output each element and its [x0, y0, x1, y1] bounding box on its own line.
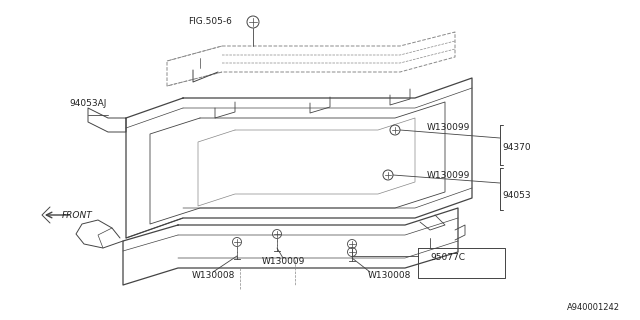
Text: 94370: 94370: [502, 143, 531, 153]
Text: W130008: W130008: [191, 270, 235, 279]
Text: FRONT: FRONT: [62, 211, 93, 220]
Text: 95077C: 95077C: [430, 253, 465, 262]
Text: W130009: W130009: [261, 258, 305, 267]
Text: W130099: W130099: [427, 171, 470, 180]
Text: W130099: W130099: [427, 124, 470, 132]
Text: A940001242: A940001242: [567, 303, 620, 313]
Text: FIG.505-6: FIG.505-6: [188, 18, 232, 27]
Text: 94053AJ: 94053AJ: [70, 99, 107, 108]
Text: W130008: W130008: [368, 270, 412, 279]
Text: 94053: 94053: [502, 190, 531, 199]
